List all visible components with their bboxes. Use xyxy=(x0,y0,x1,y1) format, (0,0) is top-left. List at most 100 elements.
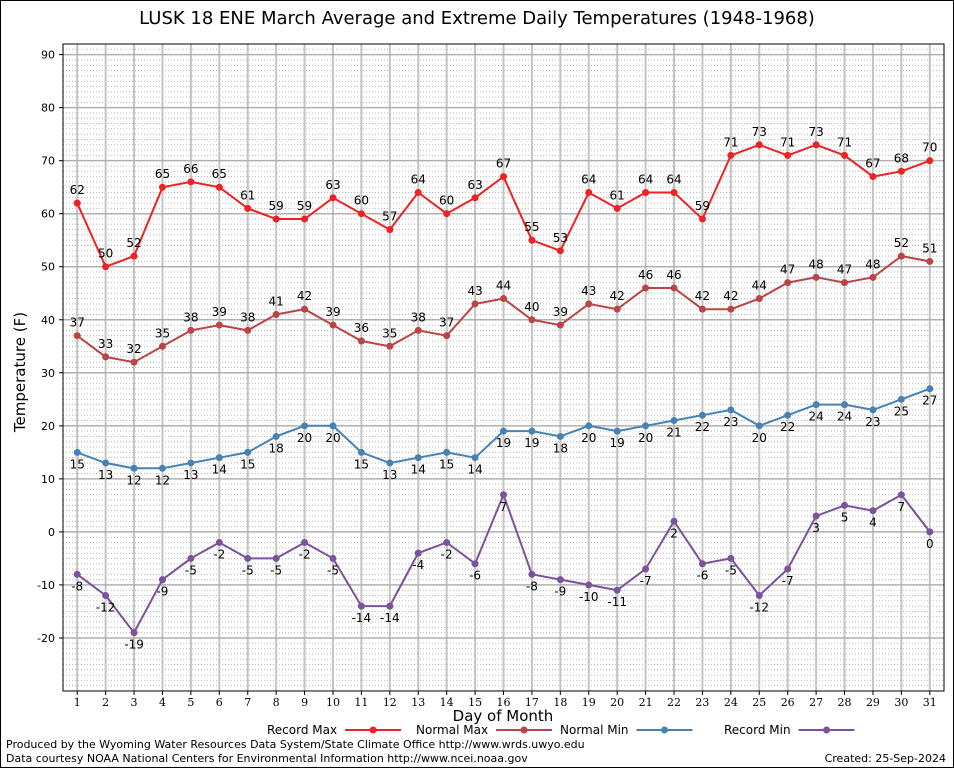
data-point xyxy=(471,194,479,202)
data-label: -5 xyxy=(185,563,197,577)
data-point xyxy=(443,332,451,340)
data-point xyxy=(471,454,479,462)
data-point xyxy=(755,422,763,430)
data-point xyxy=(158,464,166,472)
data-label: 63 xyxy=(325,178,340,192)
data-label: 71 xyxy=(837,135,852,149)
data-label: -7 xyxy=(640,574,652,588)
data-point xyxy=(130,629,138,637)
data-point xyxy=(329,554,337,562)
data-label: -10 xyxy=(579,590,599,604)
data-point xyxy=(755,141,763,149)
data-point xyxy=(386,226,394,234)
data-point xyxy=(443,210,451,218)
data-point xyxy=(215,539,223,547)
data-point xyxy=(613,305,621,313)
data-label: -12 xyxy=(96,601,116,615)
data-label: -2 xyxy=(213,548,225,562)
x-tick-label: 27 xyxy=(809,696,823,709)
data-label: 19 xyxy=(524,436,539,450)
data-label: 52 xyxy=(126,236,141,250)
data-point xyxy=(841,151,849,159)
data-point xyxy=(727,406,735,414)
data-label: 15 xyxy=(70,457,85,471)
data-point xyxy=(897,491,905,499)
data-label: -14 xyxy=(380,611,400,625)
data-label: 33 xyxy=(98,337,113,351)
x-tick-label: 9 xyxy=(301,696,308,709)
x-tick-label: 26 xyxy=(781,696,795,709)
data-point xyxy=(812,141,820,149)
data-label: 53 xyxy=(553,231,568,245)
data-point xyxy=(670,284,678,292)
data-point xyxy=(784,151,792,159)
data-point xyxy=(642,188,650,196)
data-label: 24 xyxy=(808,410,823,424)
data-label: 7 xyxy=(898,500,906,514)
data-label: 47 xyxy=(837,263,852,277)
legend-marker xyxy=(369,726,377,734)
data-label: 12 xyxy=(126,473,141,487)
x-tick-label: 10 xyxy=(326,696,340,709)
data-point xyxy=(698,560,706,568)
data-label: 12 xyxy=(155,473,170,487)
data-point xyxy=(244,326,252,334)
data-point xyxy=(585,581,593,589)
data-point xyxy=(130,464,138,472)
data-point xyxy=(301,422,309,430)
data-point xyxy=(926,157,934,165)
x-tick-label: 30 xyxy=(894,696,908,709)
data-point xyxy=(585,422,593,430)
x-tick-label: 8 xyxy=(273,696,280,709)
data-label: 37 xyxy=(70,316,85,330)
data-point xyxy=(329,422,337,430)
x-tick-label: 4 xyxy=(159,696,166,709)
data-point xyxy=(698,305,706,313)
legend: Record Max Normal Max Normal Min Record Min xyxy=(267,723,855,737)
data-label: 70 xyxy=(922,141,937,155)
data-label: 35 xyxy=(155,326,170,340)
data-label: 59 xyxy=(695,199,710,213)
data-label: 22 xyxy=(780,420,795,434)
y-tick-label: 60 xyxy=(41,208,55,221)
data-label: 20 xyxy=(297,431,312,445)
data-point xyxy=(869,406,877,414)
data-point xyxy=(272,554,280,562)
y-tick-label: 90 xyxy=(41,49,55,62)
data-label: 68 xyxy=(894,151,909,165)
data-label: 18 xyxy=(269,441,284,455)
data-label: 64 xyxy=(638,172,653,186)
data-label: 73 xyxy=(808,125,823,139)
data-point xyxy=(329,194,337,202)
x-tick-label: 14 xyxy=(440,696,454,709)
data-label: 5 xyxy=(841,510,849,524)
data-label: 41 xyxy=(269,294,284,308)
data-point xyxy=(244,204,252,212)
data-point xyxy=(102,459,110,467)
data-point xyxy=(869,173,877,181)
y-tick-label: 30 xyxy=(41,367,55,380)
data-label: -5 xyxy=(327,563,339,577)
data-label: 39 xyxy=(325,305,340,319)
data-label: -14 xyxy=(352,611,372,625)
data-label: 23 xyxy=(865,415,880,429)
data-point xyxy=(841,501,849,509)
data-label: 19 xyxy=(496,436,511,450)
data-label: 44 xyxy=(496,279,511,293)
y-tick-label: 0 xyxy=(48,526,55,539)
data-point xyxy=(727,305,735,313)
data-point xyxy=(755,592,763,600)
data-point xyxy=(869,507,877,515)
data-point xyxy=(244,448,252,456)
data-point xyxy=(414,326,422,334)
data-point xyxy=(528,427,536,435)
data-point xyxy=(386,602,394,610)
data-point xyxy=(784,279,792,287)
chart-title: LUSK 18 ENE March Average and Extreme Da… xyxy=(139,8,815,29)
data-label: 55 xyxy=(524,220,539,234)
y-tick-label: 10 xyxy=(41,473,55,486)
data-label: 50 xyxy=(98,247,113,261)
data-point xyxy=(642,422,650,430)
data-label: 52 xyxy=(894,236,909,250)
data-point xyxy=(187,326,195,334)
